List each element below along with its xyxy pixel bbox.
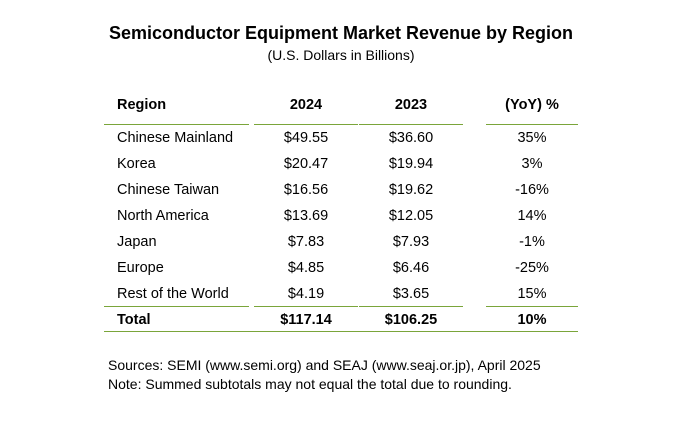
region-cell: Korea <box>117 156 156 172</box>
page-title: Semiconductor Equipment Market Revenue b… <box>108 23 574 43</box>
value-2024-cell: $4.85 <box>287 260 325 276</box>
table-bottom-rule <box>104 331 578 332</box>
value-2024-cell: $7.83 <box>287 234 325 250</box>
value-2023-cell: $7.93 <box>392 234 430 250</box>
header-2023: 2023 <box>394 97 428 113</box>
total-rule-yoy <box>486 306 578 307</box>
total-rule-region <box>104 306 249 307</box>
total-yoy: 10% <box>517 312 547 328</box>
value-2024-cell: $13.69 <box>283 208 329 224</box>
value-2023-cell: $36.60 <box>388 130 434 146</box>
page-subtitle: (U.S. Dollars in Billions) <box>267 47 415 63</box>
yoy-cell: -16% <box>515 182 549 198</box>
value-2023-cell: $3.65 <box>392 286 430 302</box>
region-cell: Japan <box>117 234 157 250</box>
value-2023-cell: $19.62 <box>388 182 434 198</box>
header-rule-2023 <box>359 124 463 125</box>
yoy-cell: -1% <box>519 234 545 250</box>
total-2023: $106.25 <box>384 312 438 328</box>
yoy-cell: 15% <box>517 286 547 302</box>
value-2024-cell: $4.19 <box>287 286 325 302</box>
header-rule-2024 <box>254 124 358 125</box>
header-rule-yoy <box>486 124 578 125</box>
rounding-note: Note: Summed subtotals may not equal the… <box>108 376 512 392</box>
region-cell: North America <box>117 208 209 224</box>
yoy-cell: 14% <box>517 208 547 224</box>
region-cell: Rest of the World <box>117 286 229 302</box>
value-2023-cell: $12.05 <box>388 208 434 224</box>
value-2024-cell: $20.47 <box>283 156 329 172</box>
header-rule-region <box>104 124 249 125</box>
footnotes: Sources: SEMI (www.semi.org) and SEAJ (w… <box>108 356 541 394</box>
yoy-cell: 35% <box>517 130 547 146</box>
region-cell: Chinese Mainland <box>117 130 234 146</box>
header-2024: 2024 <box>289 97 323 113</box>
header-region: Region <box>117 97 167 113</box>
sources-note: Sources: SEMI (www.semi.org) and SEAJ (w… <box>108 357 541 373</box>
value-2023-cell: $19.94 <box>388 156 434 172</box>
region-cell: Europe <box>117 260 164 276</box>
total-2024: $117.14 <box>280 312 332 328</box>
value-2024-cell: $49.55 <box>283 130 329 146</box>
total-rule-2023 <box>359 306 463 307</box>
yoy-cell: -25% <box>515 260 549 276</box>
header-yoy: (YoY) % <box>505 97 559 113</box>
yoy-cell: 3% <box>521 156 543 172</box>
total-rule-2024 <box>254 306 358 307</box>
total-label: Total <box>117 312 151 328</box>
value-2023-cell: $6.46 <box>392 260 430 276</box>
region-cell: Chinese Taiwan <box>117 182 220 198</box>
value-2024-cell: $16.56 <box>283 182 329 198</box>
